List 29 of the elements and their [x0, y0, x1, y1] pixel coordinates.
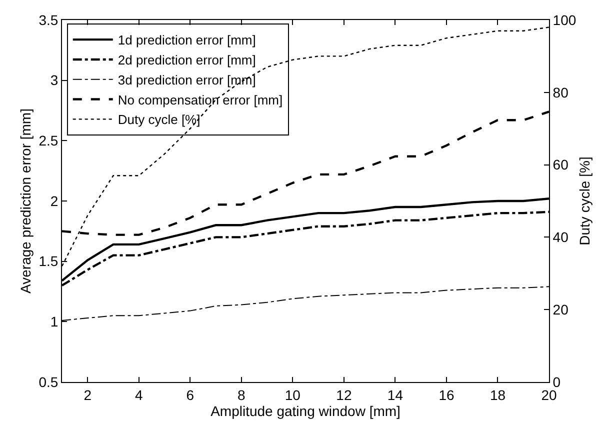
x-axis-title: Amplitude gating window [mm]: [210, 403, 400, 420]
x-tick-label: 6: [186, 386, 194, 403]
y2-tick-label: 80: [552, 84, 569, 100]
x-tick-label: 12: [336, 386, 352, 403]
legend-label: No compensation error [mm]: [118, 92, 283, 108]
y-axis-title: Average prediction error [mm]: [17, 108, 34, 294]
y2-tick-label: 60: [552, 156, 569, 173]
y2-tick-label: 100: [552, 12, 576, 28]
x-tick-label: 14: [387, 386, 404, 403]
y-tick-label: 0.5: [38, 374, 58, 390]
legend-label: 1d prediction error [mm]: [118, 32, 256, 48]
x-tick-label: 4: [134, 386, 143, 403]
x-tick-label: 2: [84, 386, 92, 403]
legend-label: 3d prediction error [mm]: [118, 72, 256, 88]
y2-axis-title: Duty cycle [%]: [576, 156, 593, 246]
x-tick-label: 8: [238, 386, 246, 403]
y-tick-label: 2: [50, 192, 58, 209]
y-tick-label: 3.5: [38, 12, 58, 28]
y-tick-label: 2.5: [38, 132, 58, 149]
y2-tick-label: 20: [552, 302, 569, 318]
y-tick-label: 3: [50, 72, 58, 88]
y2-tick-label: 40: [552, 229, 569, 246]
y-tick-label: 1: [50, 314, 58, 330]
legend-label: Duty cycle [%]: [118, 112, 200, 128]
legend-label: 2d prediction error [mm]: [118, 52, 256, 68]
y-tick-label: 1.5: [38, 253, 58, 270]
x-tick-label: 18: [490, 386, 506, 403]
x-tick-label: 16: [438, 386, 454, 403]
x-tick-label: 10: [284, 386, 301, 403]
